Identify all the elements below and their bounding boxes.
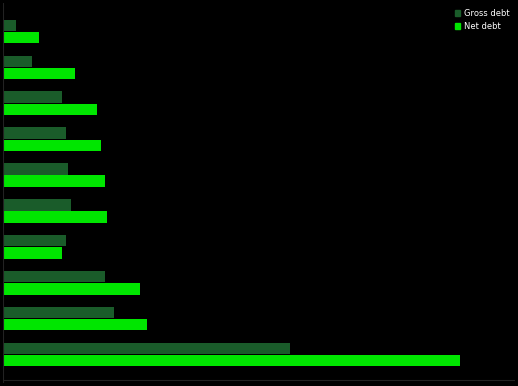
Bar	[3, 211, 107, 223]
Bar	[3, 247, 62, 259]
Legend: Gross debt, Net debt: Gross debt, Net debt	[453, 7, 511, 32]
Bar	[3, 283, 140, 295]
Bar	[3, 343, 291, 354]
Bar	[3, 91, 62, 103]
Bar	[3, 127, 65, 139]
Bar	[3, 199, 71, 211]
Bar	[3, 20, 16, 31]
Bar	[3, 235, 65, 247]
Bar	[3, 68, 75, 79]
Bar	[3, 56, 32, 67]
Bar	[3, 103, 97, 115]
Bar	[3, 271, 105, 283]
Bar	[3, 139, 101, 151]
Bar	[3, 319, 147, 330]
Bar	[3, 307, 114, 318]
Bar	[3, 175, 105, 187]
Bar	[3, 163, 68, 175]
Bar	[3, 355, 461, 366]
Bar	[3, 32, 39, 43]
